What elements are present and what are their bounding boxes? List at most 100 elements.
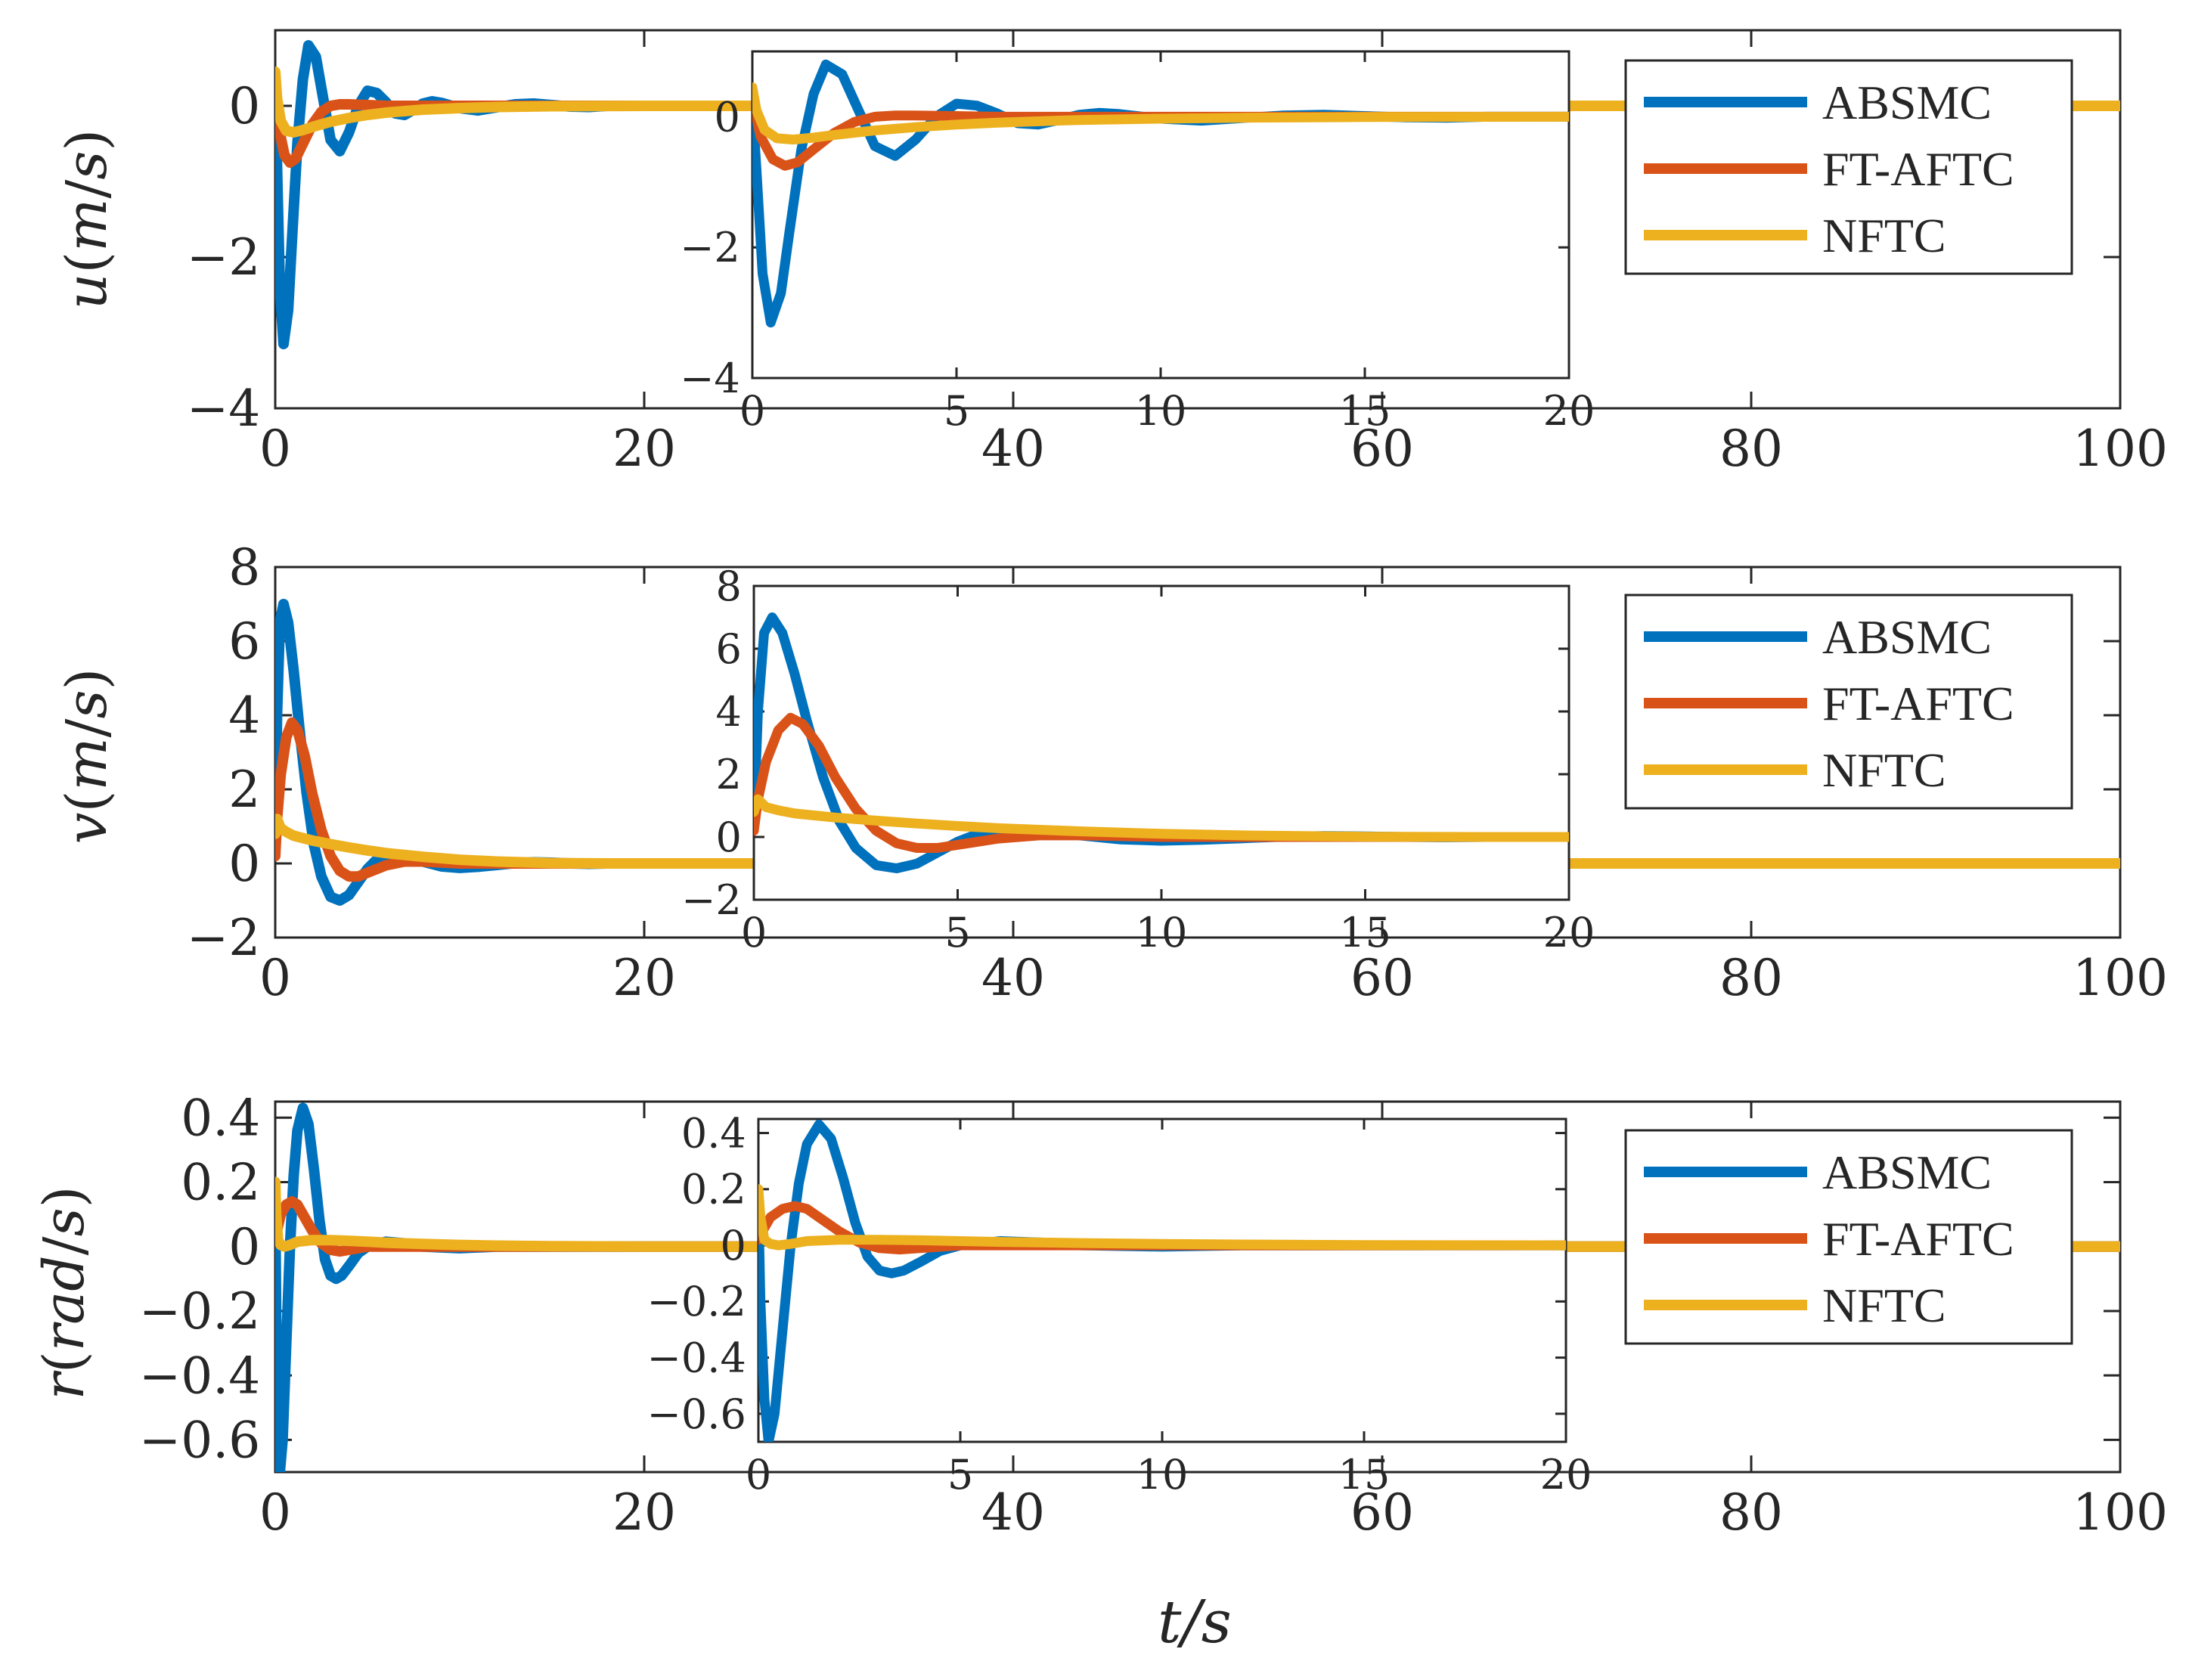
u-panel-inset-xtick-label: 5 <box>944 387 969 435</box>
v-panel-inset-axes-frame <box>752 584 1570 901</box>
u-panel-inset-ytick-label: 0 <box>714 93 739 141</box>
v-panel-ylabel-part: ) <box>54 668 119 690</box>
r-panel-ylabel-part: ) <box>32 1186 97 1208</box>
v-panel-main-xtick-label: 60 <box>1350 949 1414 1007</box>
u-panel-main-xtick-label: 0 <box>259 420 291 478</box>
r-panel-ylabel-part: / <box>32 1236 97 1255</box>
r-panel-main-xtick-label: 0 <box>259 1483 291 1542</box>
x-axis-label: t/s <box>1158 1589 1232 1657</box>
u-panel-main-xtick-label: 100 <box>2073 420 2168 478</box>
v-panel-main-ytick-label: 4 <box>228 687 260 745</box>
r-panel-inset-plot-area <box>758 1119 1566 1442</box>
r-panel-inset-ytick-label: −0.4 <box>647 1334 746 1382</box>
r-panel-y-axis-label: r(rad/s) <box>32 1186 97 1400</box>
r-panel-inset-ytick-label: 0.2 <box>681 1166 746 1214</box>
u-panel-ylabel-part: ( <box>54 252 119 274</box>
v-panel-inset-plot-area <box>754 612 1569 873</box>
v-panel-inset-ytick-label: 8 <box>715 563 741 610</box>
v-panel-inset-xtick-label: 20 <box>1543 909 1595 956</box>
r-panel-inset-ytick-label: 0.4 <box>681 1109 746 1157</box>
r-panel-main-xtick-label: 20 <box>612 1483 676 1542</box>
r-panel-main-ytick-label: −0.4 <box>139 1347 260 1405</box>
v-panel-ylabel-part: m <box>54 737 119 790</box>
v-panel-main-ytick-label: 2 <box>228 761 260 819</box>
u-panel-ylabel-part: m <box>54 199 119 252</box>
u-panel-ylabel-part: u <box>54 274 119 310</box>
u-panel: 0 20 40 60 80 100 0 −2 −4 u(m/s) 0 5 10 15 20 0 −2 −4 ABSM… <box>54 29 2168 478</box>
u-panel-inset-axes-frame <box>751 50 1570 380</box>
u-panel-main-xtick-label: 20 <box>612 420 676 478</box>
u-panel-y-axis-label: u(m/s) <box>54 129 119 310</box>
r-panel-inset-ytick-label: −0.2 <box>647 1278 746 1325</box>
r-panel-inset-series-nftc <box>758 1184 1566 1251</box>
v-panel-main-ytick-label: 0 <box>228 835 260 893</box>
v-panel-y-axis-label: v(m/s) <box>54 668 119 845</box>
r-panel-main-plot-area <box>275 1102 2120 1472</box>
r-panel-ylabel-part: ( <box>32 1351 97 1373</box>
u-panel-main-ytick-label: −4 <box>187 380 260 438</box>
v-panel-legend-label-nftc: NFTC <box>1822 743 1946 797</box>
r-panel-main-series-nftc <box>275 1176 2120 1252</box>
r-panel-main-xtick-label: 100 <box>2073 1483 2168 1542</box>
r-panel-inset-axes-frame <box>757 1117 1567 1443</box>
r-panel-inset-ytick-label: −0.6 <box>647 1390 746 1438</box>
r-panel-main-xtick-label: 60 <box>1350 1483 1414 1542</box>
r-panel: 0 20 40 60 80 1000.40.20−0.2−0.4−0.6r(rad/s)0… <box>32 1089 2168 1541</box>
r-panel-legend-label-ftaftc: FT-AFTC <box>1822 1212 2014 1266</box>
v-panel-legend-label-absmc: ABSMC <box>1822 610 1992 664</box>
v-panel-ylabel-part: s <box>54 690 119 719</box>
v-panel-main-plot-area <box>275 599 2120 906</box>
u-panel-main-xtick-label: 80 <box>1719 420 1783 478</box>
u-panel-ylabel-part: ) <box>54 129 119 151</box>
u-panel-inset-xtick-label: 10 <box>1135 387 1187 435</box>
v-panel-inset-xtick-label: 15 <box>1339 909 1391 956</box>
v-panel-main-series-nftc <box>275 814 2120 869</box>
v-panel-main-xtick-label: 0 <box>259 949 291 1007</box>
u-panel-inset-ytick-label: −4 <box>680 355 740 402</box>
v-panel-main-xtick-label: 20 <box>612 949 676 1007</box>
v-panel-main-ytick-label: −2 <box>187 909 260 967</box>
u-panel-inset-series-nftc <box>752 82 1569 145</box>
r-panel-inset-xtick-label: 20 <box>1540 1451 1592 1499</box>
v-panel-main-xtick-label: 80 <box>1719 949 1783 1007</box>
u-panel-inset-xtick-label: 20 <box>1543 387 1595 435</box>
v-panel-inset-ytick-label: 6 <box>715 625 741 673</box>
r-panel-legend-label-absmc: ABSMC <box>1822 1145 1992 1199</box>
v-panel-inset-xtick-label: 0 <box>741 909 767 956</box>
r-panel-main-ytick-label: 0 <box>228 1218 260 1276</box>
v-panel-inset-ytick-label: 4 <box>715 688 741 736</box>
u-panel-main-xtick-label: 40 <box>981 420 1045 478</box>
r-panel-legend-label-nftc: NFTC <box>1822 1279 1946 1332</box>
u-panel-main-ytick-label: −2 <box>187 228 260 287</box>
u-panel-ylabel-part: s <box>54 151 119 180</box>
r-panel-inset-xtick-label: 10 <box>1136 1451 1189 1499</box>
v-panel-main-xtick-label: 100 <box>2073 949 2168 1007</box>
u-panel-inset-xtick-label: 15 <box>1339 387 1391 435</box>
r-panel-ylabel-part: s <box>32 1207 97 1236</box>
u-panel-main-ytick-label: 0 <box>228 77 260 135</box>
u-panel-legend-label-ftaftc: FT-AFTC <box>1822 142 2014 196</box>
u-panel-main-plot-area <box>275 40 2120 349</box>
u-panel-legend-label-nftc: NFTC <box>1822 209 1946 262</box>
v-panel-inset-xtick-label: 5 <box>944 909 970 956</box>
v-panel-inset-ytick-label: 2 <box>715 751 741 798</box>
r-panel-main-ytick-label: 0.2 <box>181 1154 260 1212</box>
v-panel-inset-ytick-label: 0 <box>715 814 741 861</box>
u-panel-main-series-nftc <box>275 67 2120 138</box>
r-panel-main-ytick-label: −0.6 <box>139 1411 260 1469</box>
v-panel-main-ytick-label: 8 <box>228 538 260 597</box>
r-panel-inset-xtick-label: 0 <box>746 1451 771 1499</box>
v-panel-main-xtick-label: 40 <box>981 949 1045 1007</box>
v-panel-inset-ytick-label: −2 <box>681 876 742 924</box>
r-panel-main-xtick-label: 40 <box>981 1483 1045 1542</box>
v-panel-inset-series-nftc <box>754 794 1569 842</box>
r-panel-main-ytick-label: −0.2 <box>139 1282 260 1341</box>
r-panel-ylabel-part: rad <box>32 1255 97 1351</box>
u-panel-inset-xtick-label: 0 <box>739 387 765 435</box>
r-panel-ylabel-part: r <box>32 1369 97 1399</box>
v-panel-ylabel-part: v <box>54 812 119 844</box>
v-panel-ylabel-part: / <box>54 718 119 737</box>
v-panel-main-ytick-label: 6 <box>228 612 260 671</box>
